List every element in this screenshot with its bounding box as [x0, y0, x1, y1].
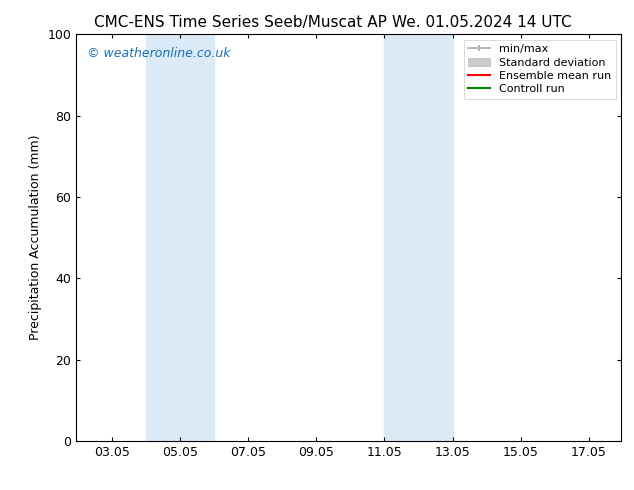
Legend: min/max, Standard deviation, Ensemble mean run, Controll run: min/max, Standard deviation, Ensemble me…	[463, 40, 616, 99]
Text: We. 01.05.2024 14 UTC: We. 01.05.2024 14 UTC	[392, 15, 572, 30]
Bar	[384, 34, 453, 441]
Y-axis label: Precipitation Accumulation (mm): Precipitation Accumulation (mm)	[29, 135, 42, 341]
Text: CMC-ENS Time Series Seeb/Muscat AP: CMC-ENS Time Series Seeb/Muscat AP	[94, 15, 387, 30]
Bar	[146, 34, 214, 441]
Text: © weatheronline.co.uk: © weatheronline.co.uk	[87, 47, 231, 59]
